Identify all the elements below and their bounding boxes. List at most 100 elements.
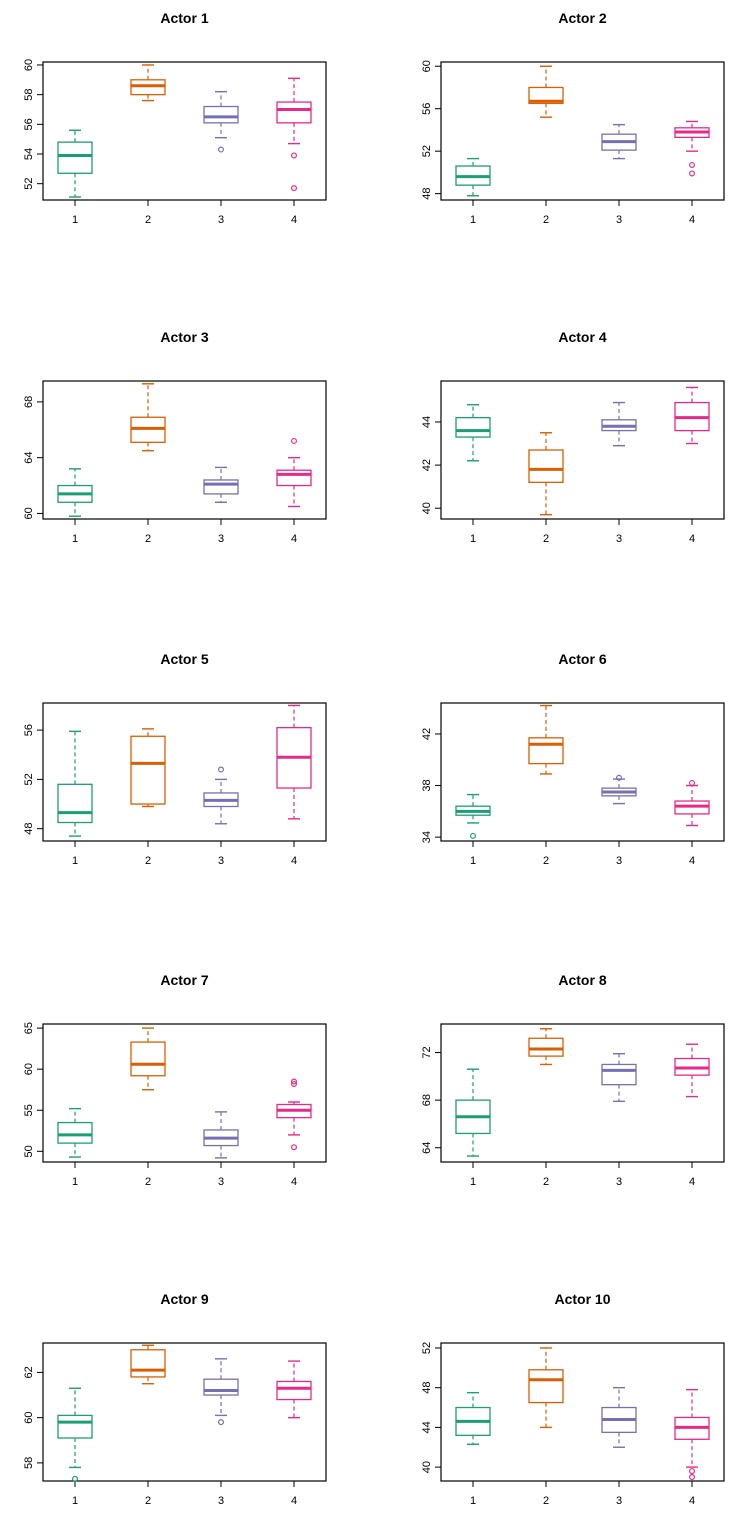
outlier-point	[219, 147, 224, 152]
box-group-3	[204, 767, 238, 824]
box-iqr	[204, 107, 238, 123]
outlier-point	[219, 767, 224, 772]
y-tick-label: 54	[23, 148, 35, 160]
x-tick-label: 1	[72, 1176, 78, 1188]
y-tick-label: 38	[421, 779, 433, 791]
box-group-1	[58, 731, 92, 836]
x-tick-label: 2	[145, 855, 151, 867]
panel-actor-6: Actor 63438421 2 3 4	[421, 651, 724, 867]
y-tick-label: 65	[23, 1022, 35, 1034]
box-group-3	[602, 1388, 636, 1448]
x-tick-label: 1	[470, 855, 476, 867]
outlier-point	[690, 1469, 695, 1474]
y-tick-label: 60	[23, 1063, 35, 1075]
y-tick-label: 48	[421, 188, 433, 200]
panel-actor-3: Actor 36064681 2 3 4	[23, 329, 326, 545]
panel-title: Actor 6	[558, 651, 606, 667]
panel-title: Actor 9	[160, 1291, 208, 1307]
y-tick-label: 60	[23, 59, 35, 71]
box-group-1	[456, 405, 490, 461]
x-tick-label: 4	[689, 855, 695, 867]
box-group-1	[58, 1109, 92, 1157]
box-group-4	[277, 1079, 311, 1150]
y-tick-label: 58	[23, 1457, 35, 1469]
box-group-3	[204, 467, 238, 502]
x-tick-label: 4	[291, 1495, 297, 1507]
box-group-4	[277, 78, 311, 190]
x-tick-label: 4	[291, 533, 297, 545]
outlier-point	[219, 1420, 224, 1425]
x-tick-label: 3	[616, 214, 622, 226]
y-tick-label: 64	[23, 452, 35, 464]
panel-title: Actor 1	[160, 10, 208, 26]
box-iqr	[456, 418, 490, 437]
outlier-point	[292, 1145, 297, 1150]
box-iqr	[277, 102, 311, 123]
panel-actor-8: Actor 8 64 68 72 1 2 3 4	[421, 972, 724, 1188]
outlier-point	[292, 186, 297, 191]
y-tick-label: 62	[23, 1366, 35, 1378]
box-group-1	[58, 1388, 92, 1481]
x-tick-label: 4	[689, 533, 695, 545]
y-tick-label: 52	[421, 1342, 433, 1354]
x-tick-label: 1	[72, 855, 78, 867]
y-tick-label: 52	[23, 773, 35, 785]
box-group-2	[529, 66, 563, 117]
x-tick-label: 3	[218, 214, 224, 226]
box-group-4	[277, 439, 311, 507]
box-group-4	[277, 1361, 311, 1418]
box-iqr	[602, 1064, 636, 1084]
plot-frame	[43, 62, 326, 200]
panel-title: Actor 2	[558, 10, 606, 26]
box-group-4	[675, 387, 709, 443]
y-tick-label: 44	[421, 416, 433, 428]
y-tick-label: 56	[23, 724, 35, 736]
x-tick-label: 1	[470, 533, 476, 545]
box-iqr	[131, 1042, 165, 1076]
y-tick-label: 48	[421, 1382, 433, 1394]
panel-actor-1: Actor 1 52 54 56 58 60 1 2 3 4	[23, 10, 326, 226]
x-tick-label: 3	[218, 1495, 224, 1507]
outlier-point	[690, 171, 695, 176]
x-tick-label: 1	[470, 1176, 476, 1188]
box-group-3	[204, 1359, 238, 1425]
y-tick-label: 56	[421, 103, 433, 115]
y-tick-label: 34	[421, 831, 433, 843]
box-iqr	[131, 1350, 165, 1377]
x-tick-label: 3	[616, 1495, 622, 1507]
x-tick-label: 2	[543, 1495, 549, 1507]
x-tick-label: 4	[291, 1176, 297, 1188]
outlier-point	[690, 1475, 695, 1480]
box-iqr	[529, 1370, 563, 1403]
box-group-2	[529, 706, 563, 774]
box-iqr	[58, 142, 92, 173]
outlier-point	[471, 833, 476, 838]
x-tick-label: 1	[72, 214, 78, 226]
x-tick-label: 2	[543, 533, 549, 545]
y-tick-label: 72	[421, 1046, 433, 1058]
box-group-1	[456, 159, 490, 196]
box-group-3	[602, 775, 636, 803]
y-tick-label: 56	[23, 118, 35, 130]
panel-actor-10: Actor 10 40 44 48 52 1 2 3 4	[421, 1291, 724, 1507]
x-tick-label: 2	[543, 1176, 549, 1188]
panel-title: Actor 7	[160, 972, 208, 988]
x-tick-label: 2	[145, 1495, 151, 1507]
y-tick-label: 68	[421, 1094, 433, 1106]
y-tick-label: 55	[23, 1104, 35, 1116]
panel-actor-2: Actor 2 48 52 56 60 1 2 3 4	[421, 10, 724, 226]
box-group-1	[58, 469, 92, 516]
plot-frame	[43, 1343, 326, 1481]
box-group-4	[675, 121, 709, 175]
box-group-2	[131, 1345, 165, 1383]
y-tick-label: 50	[23, 1145, 35, 1157]
x-tick-label: 4	[291, 214, 297, 226]
x-tick-label: 3	[616, 1176, 622, 1188]
box-iqr	[131, 736, 165, 804]
x-tick-label: 4	[689, 214, 695, 226]
box-iqr	[58, 1415, 92, 1438]
x-tick-label: 2	[543, 855, 549, 867]
panel-title: Actor 10	[554, 1291, 610, 1307]
y-tick-label: 68	[23, 396, 35, 408]
